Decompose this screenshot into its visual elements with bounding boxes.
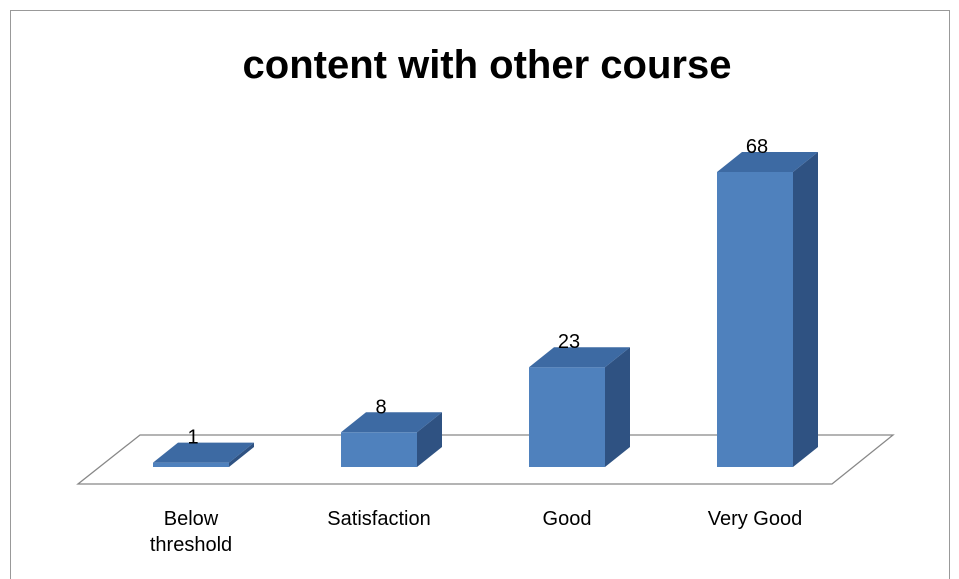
data-label: 68 xyxy=(746,136,768,158)
x-tick-label: Satisfaction xyxy=(327,508,431,530)
bar xyxy=(341,432,417,467)
bar-top xyxy=(153,442,254,463)
bar-top xyxy=(529,347,630,368)
bar-side xyxy=(793,152,818,467)
bar-side xyxy=(605,347,630,467)
bar-top xyxy=(341,412,442,433)
x-tick-label: Good xyxy=(542,508,592,530)
chart-title: content with other course xyxy=(243,43,732,87)
bar-top xyxy=(717,152,818,172)
data-label: 23 xyxy=(558,331,580,353)
x-tick-label: Very Good xyxy=(707,508,803,530)
chart-border xyxy=(10,10,950,579)
bar-side xyxy=(417,412,442,467)
floor xyxy=(76,434,895,485)
bar xyxy=(153,462,229,467)
bar-side xyxy=(229,442,254,467)
bar xyxy=(529,367,605,467)
data-label: 8 xyxy=(375,396,386,418)
x-tick-label: Below threshold xyxy=(149,508,233,556)
bar xyxy=(717,172,793,467)
data-label: 1 xyxy=(187,427,198,449)
